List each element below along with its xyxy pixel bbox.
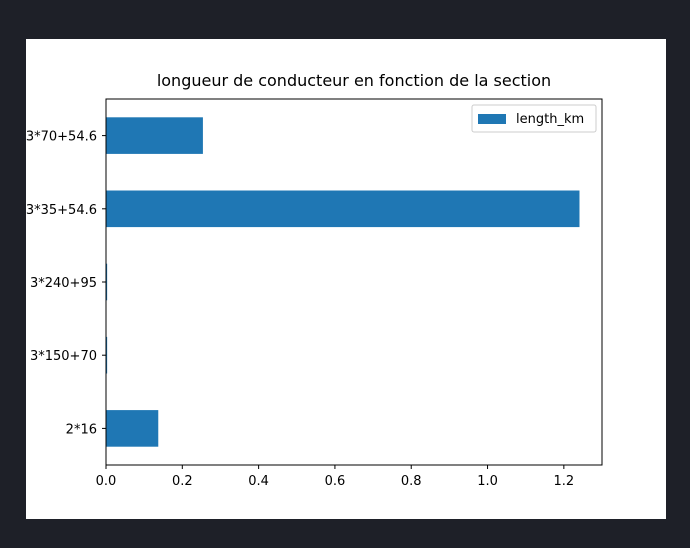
y-tick-label: 3*35+54.6	[26, 203, 97, 218]
x-tick-label: 0.4	[248, 474, 269, 489]
figure-canvas: longueur de conducteur en fonction de la…	[26, 39, 666, 519]
legend-box	[471, 104, 597, 133]
chart-title: longueur de conducteur en fonction de la…	[157, 71, 551, 90]
x-tick-label: 1.2	[554, 474, 575, 489]
y-tick-label: 3*150+70	[30, 349, 97, 364]
legend-label: length_km	[516, 112, 584, 127]
legend-swatch	[478, 114, 506, 124]
x-ticks: 0.0 0.2 0.4 0.6 0.8 1.0 1.2	[96, 465, 575, 489]
bar-4	[106, 117, 203, 154]
y-ticks: 2*16 3*150+70 3*240+95 3*35+54.6 3*70+54.6	[26, 130, 106, 437]
bar-1	[106, 336, 108, 374]
legend: length_km	[471, 104, 597, 133]
y-tick-label: 3*70+54.6	[26, 130, 97, 145]
bars-layer	[106, 117, 580, 447]
x-tick-label: 0.8	[401, 474, 422, 489]
bar-3	[106, 190, 580, 228]
y-tick-label: 3*240+95	[30, 276, 97, 291]
bar-2	[106, 263, 108, 301]
x-tick-label: 0.6	[325, 474, 346, 489]
x-tick-label: 1.0	[477, 474, 498, 489]
y-tick-label: 2*16	[66, 422, 97, 437]
bar-chart: longueur de conducteur en fonction de la…	[26, 71, 603, 489]
x-tick-label: 0.0	[96, 474, 117, 489]
bar-0	[106, 410, 159, 447]
x-tick-label: 0.2	[172, 474, 193, 489]
